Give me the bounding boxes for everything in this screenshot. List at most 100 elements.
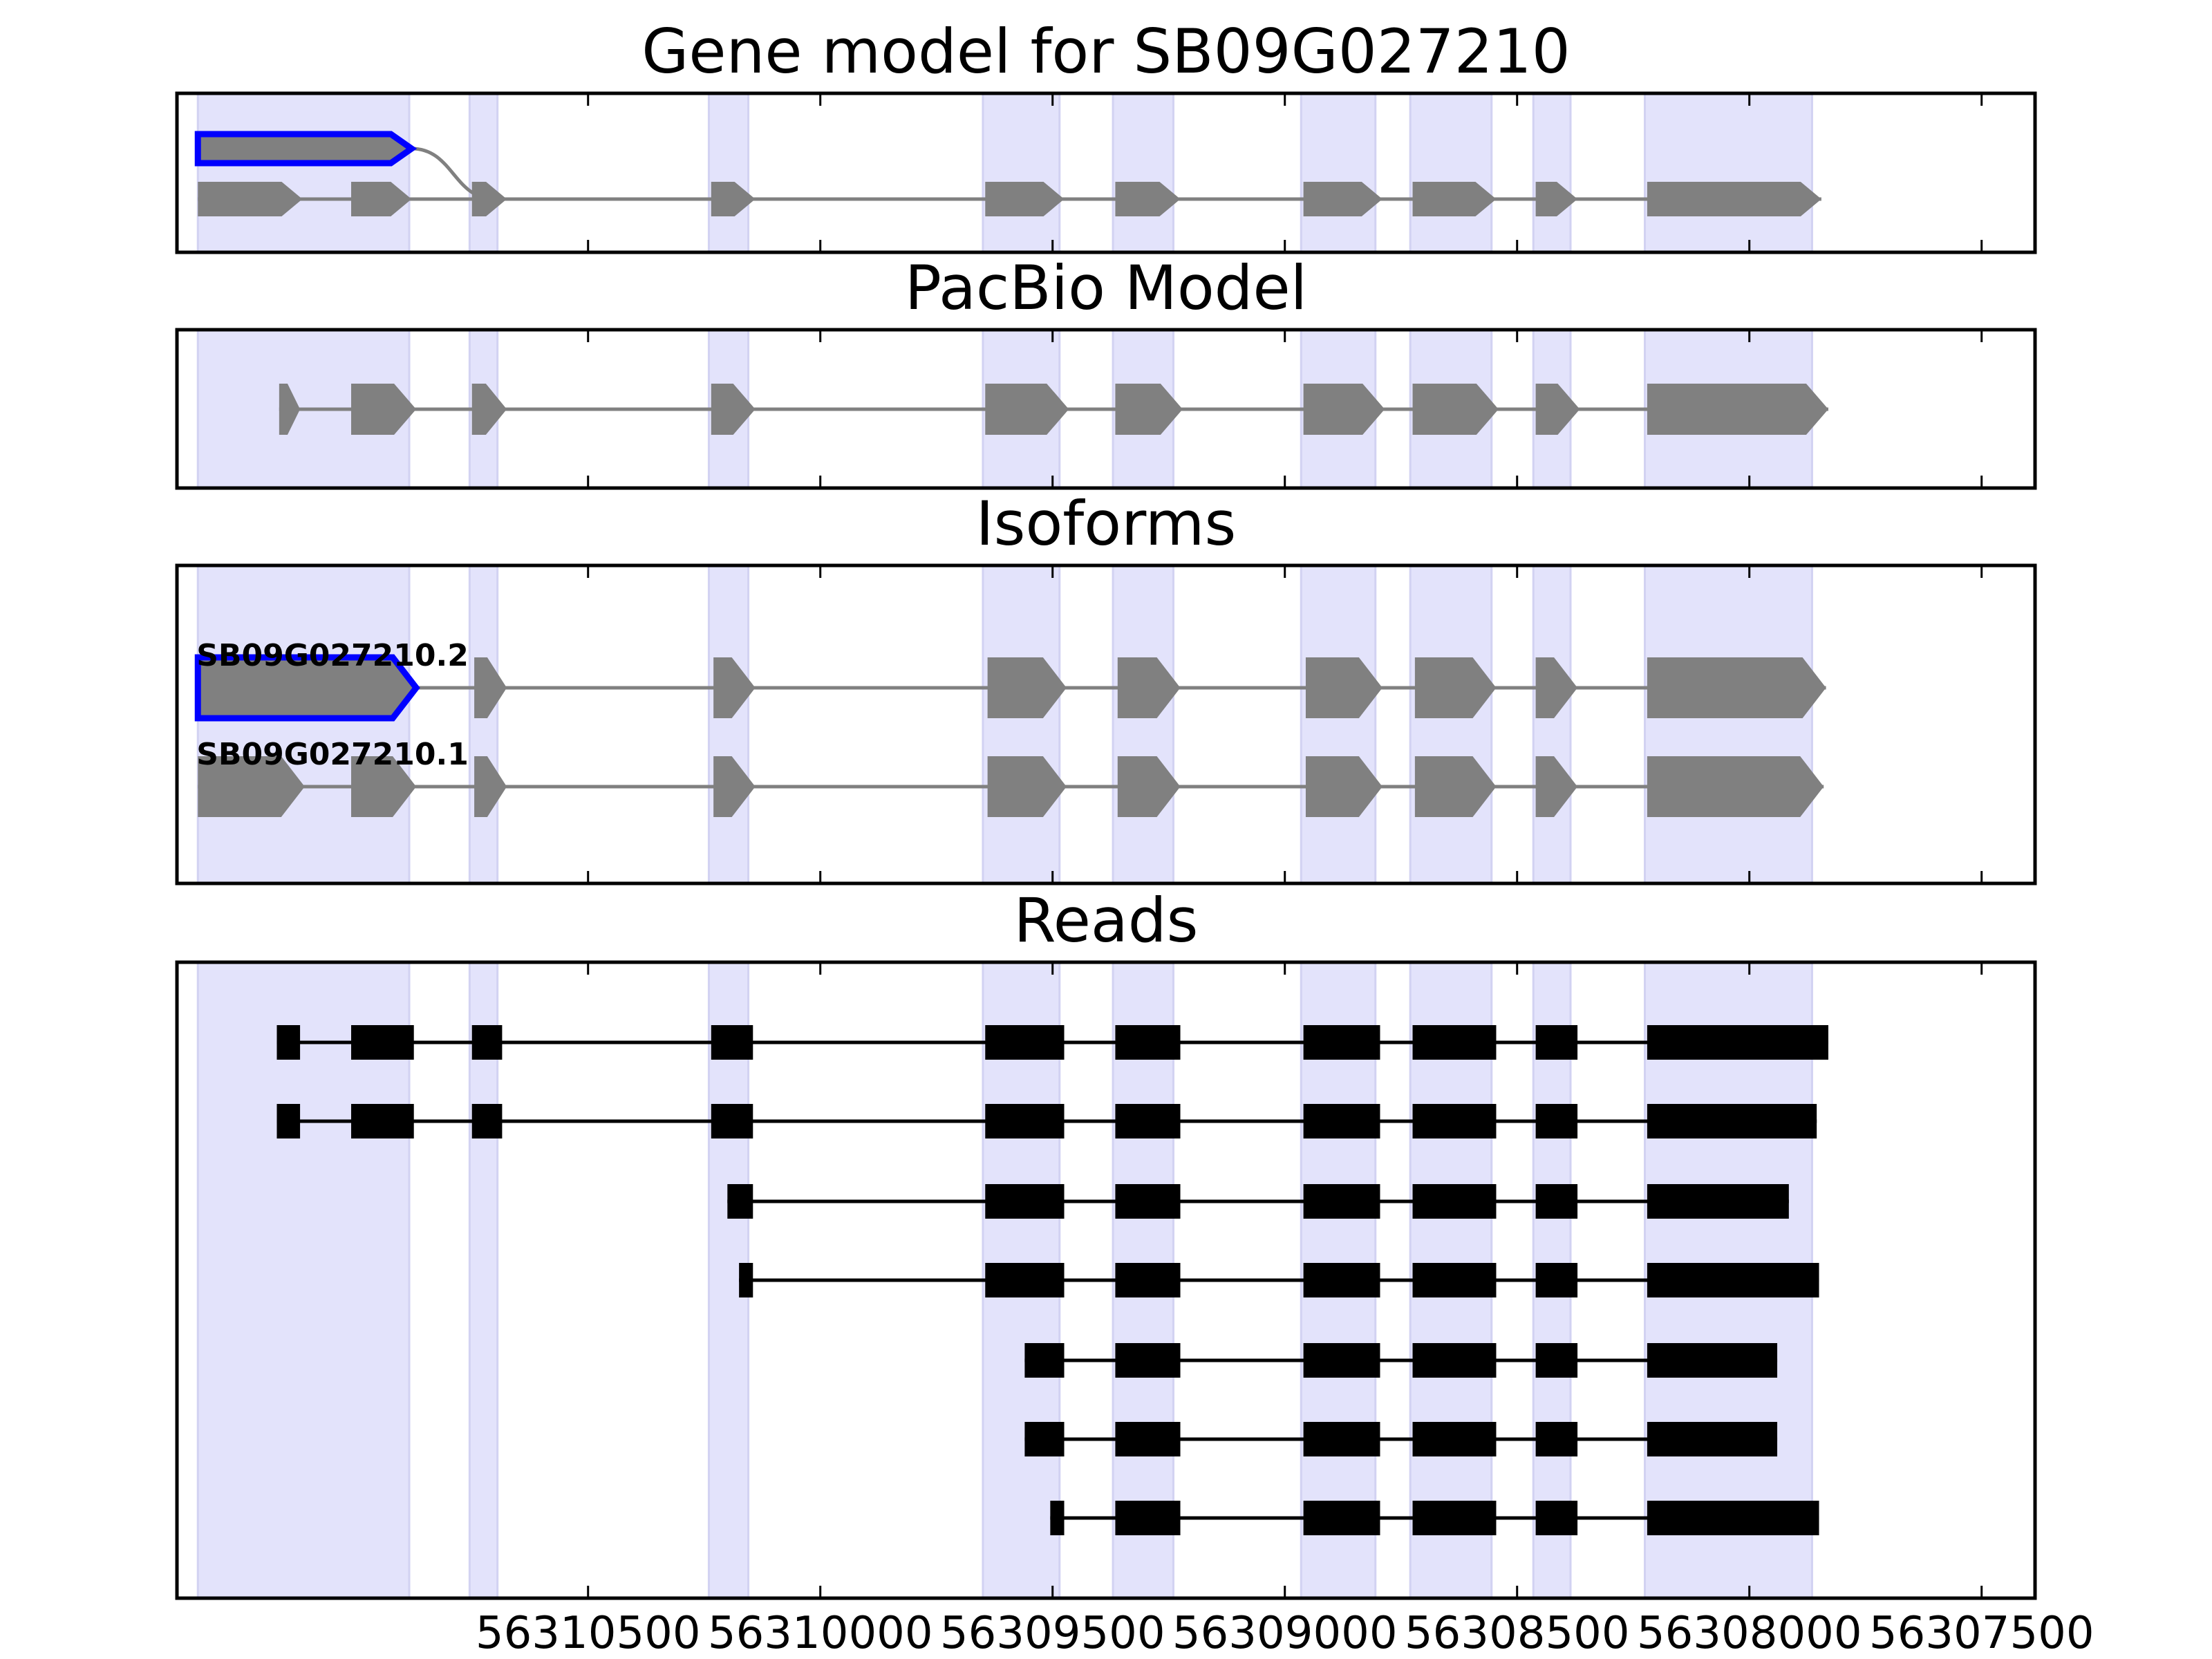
exon-arrow [1117, 756, 1181, 817]
read-block [1647, 1343, 1778, 1378]
shaded-region [1300, 92, 1377, 254]
shaded-region [1409, 92, 1493, 254]
read-block [1647, 1422, 1778, 1456]
read-block [1535, 1422, 1578, 1456]
exon-arrow [351, 756, 417, 817]
shaded-region [1532, 92, 1572, 254]
x-tick-label: 56308000 [1637, 1608, 1862, 1659]
axes-frame [175, 563, 2037, 885]
read-block [351, 1025, 414, 1060]
track-6 [1024, 1422, 1778, 1456]
read-block [276, 1104, 301, 1138]
read-block [1647, 1025, 1828, 1060]
exon-arrow [471, 384, 507, 435]
exon-arrow [1414, 657, 1497, 718]
shaded-region [196, 564, 411, 885]
shaded-region [1532, 564, 1572, 885]
exon-arrow [987, 657, 1067, 718]
track-5 [1024, 1343, 1778, 1378]
shaded-region [468, 92, 499, 254]
shaded-region [1112, 92, 1174, 254]
exon-arrow [474, 657, 507, 718]
exon-arrow [1647, 657, 1826, 718]
read-block [1303, 1343, 1380, 1378]
track-7 [1050, 1501, 1819, 1535]
panel-title: Gene model for SB09G027210 [641, 16, 1571, 87]
exon-arrow [1117, 657, 1181, 718]
shaded-region [982, 564, 1061, 885]
panel-2: PacBio Model [175, 252, 2037, 490]
exon-arrow [471, 182, 507, 216]
x-tick-label: 56309500 [940, 1608, 1165, 1659]
axes-frame [175, 960, 2037, 1600]
exon-arrow [713, 756, 756, 817]
read-block [711, 1104, 753, 1138]
read-block [739, 1263, 753, 1297]
shaded-region [1112, 564, 1174, 885]
exon-arrow [985, 384, 1069, 435]
exon-arrow [194, 654, 420, 722]
read-block [1412, 1184, 1497, 1219]
shaded-region [1644, 564, 1813, 885]
exon-arrow [1303, 384, 1385, 435]
exon-arrow [351, 384, 417, 435]
track-4 [739, 1263, 1819, 1297]
exon-arrow [351, 182, 412, 216]
isoform-label: SB09G027210.1 [196, 737, 469, 772]
exon-arrow [1647, 182, 1821, 216]
exon-arrow [987, 756, 1067, 817]
track-1 [279, 384, 1828, 435]
exon-arrow [713, 657, 756, 718]
axes-frame [175, 328, 2037, 490]
read-block [711, 1025, 753, 1060]
read-block [1535, 1104, 1578, 1138]
read-block [985, 1184, 1065, 1219]
read-block [1024, 1422, 1065, 1456]
read-block [1412, 1263, 1497, 1297]
x-tick-label: 56307500 [1869, 1608, 2094, 1659]
read-block [1412, 1501, 1497, 1535]
panel-title: PacBio Model [905, 252, 1307, 324]
read-block [1412, 1104, 1497, 1138]
read-block [1412, 1422, 1497, 1456]
read-block [1535, 1501, 1578, 1535]
read-block [1115, 1501, 1181, 1535]
read-block [1535, 1343, 1578, 1378]
read-block [276, 1025, 301, 1060]
read-block [1647, 1104, 1817, 1138]
track-2: SB09G027210.1 [196, 737, 1824, 817]
exon-arrow [1303, 182, 1382, 216]
track-2 [276, 1104, 1817, 1138]
read-block [1647, 1263, 1819, 1297]
read-block [1535, 1025, 1578, 1060]
read-block [1535, 1184, 1578, 1219]
exon-arrow [1115, 384, 1183, 435]
track-2 [198, 182, 1821, 216]
shaded-region [468, 564, 499, 885]
panel-1: Gene model for SB09G027210 [175, 16, 2037, 254]
exon-arrow [1305, 756, 1382, 817]
read-block [1050, 1501, 1065, 1535]
track-1: SB09G027210.2 [194, 638, 1826, 722]
read-block [1303, 1263, 1380, 1297]
shaded-region [1300, 564, 1377, 885]
exon-arrow [1647, 384, 1828, 435]
shaded-region [707, 92, 750, 254]
shaded-region [982, 92, 1061, 254]
read-block [985, 1104, 1065, 1138]
read-block [1303, 1422, 1380, 1456]
exon-arrow [1412, 182, 1497, 216]
read-block [471, 1104, 503, 1138]
exon-arrow [1647, 756, 1824, 817]
exon-arrow [1412, 384, 1499, 435]
read-block [1115, 1184, 1181, 1219]
read-block [1303, 1025, 1380, 1060]
exon-arrow [1414, 756, 1497, 817]
read-block [1024, 1343, 1065, 1378]
exon-arrow [1305, 657, 1382, 718]
read-block [1115, 1422, 1181, 1456]
read-block [1115, 1263, 1181, 1297]
read-block [1535, 1263, 1578, 1297]
isoform-label: SB09G027210.2 [196, 638, 469, 673]
